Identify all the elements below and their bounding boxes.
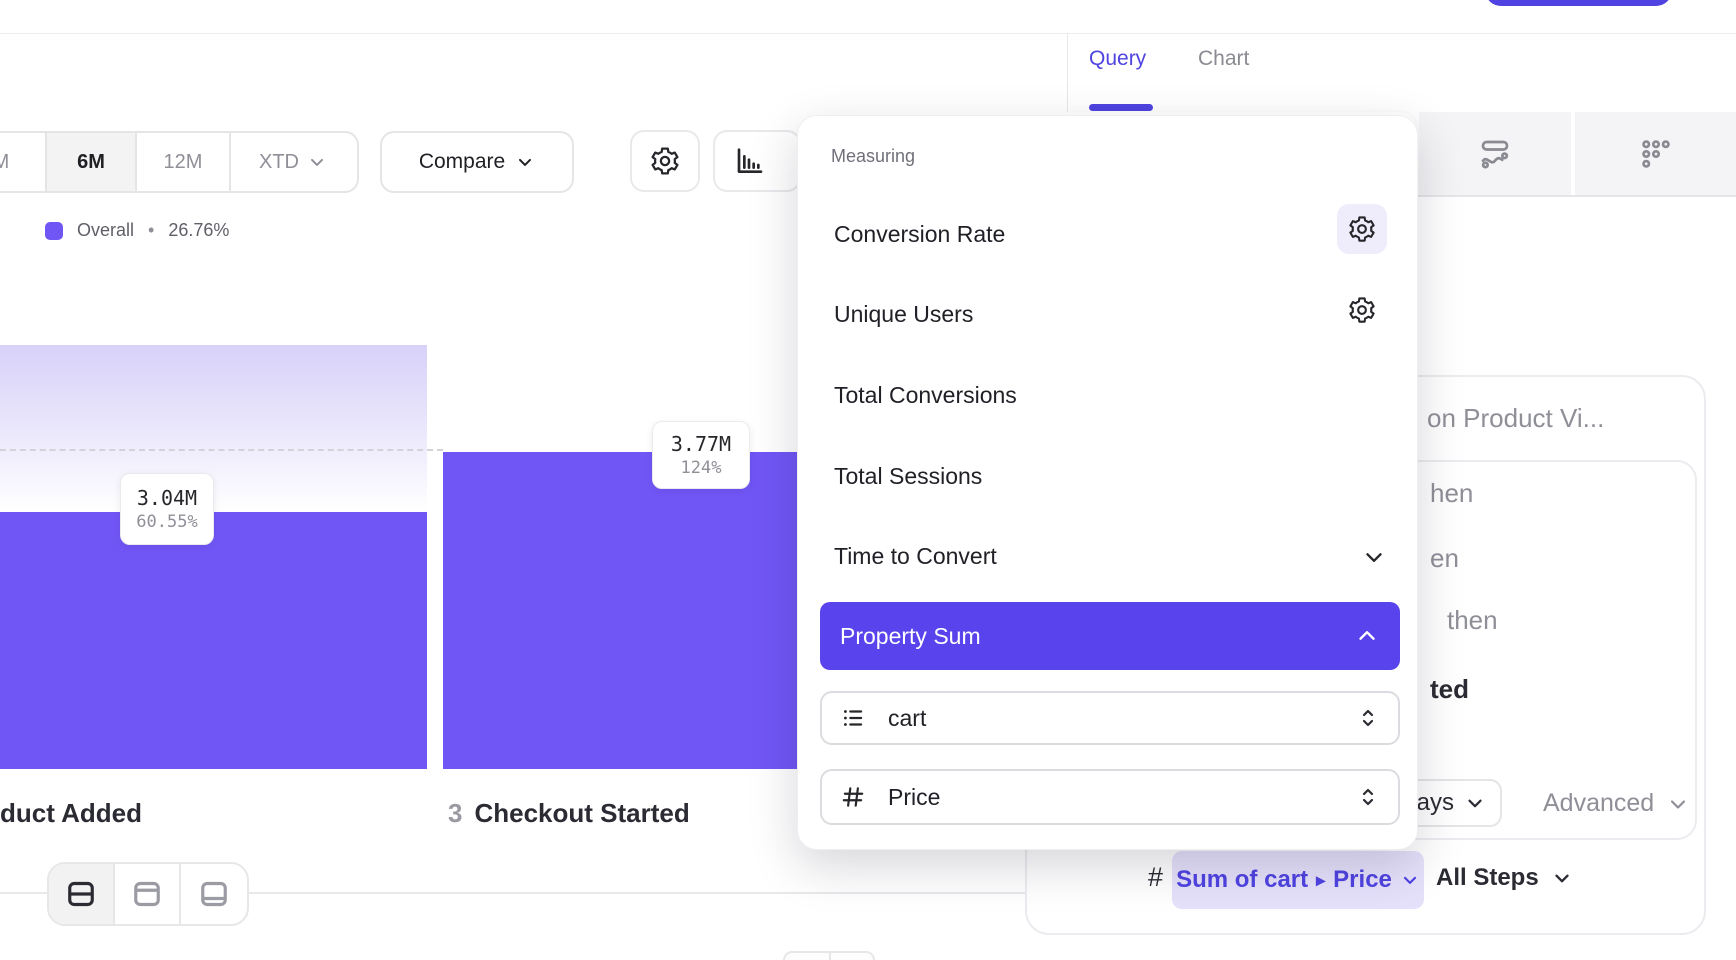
step-number: 3 xyxy=(448,798,463,828)
layout-top-bar-button[interactable] xyxy=(115,864,181,924)
property-sum-chip[interactable]: Sum of cart ▸ Price xyxy=(1172,851,1424,909)
range-xtd-button[interactable]: XTD xyxy=(231,133,355,191)
chevron-down-icon xyxy=(1400,870,1420,890)
conversion-rate-settings-button[interactable] xyxy=(1337,204,1387,254)
measuring-dropdown: Measuring Conversion Rate Unique Users T… xyxy=(797,115,1418,850)
number-icon xyxy=(840,784,866,810)
date-range-segmented-control: M 6M 12M XTD xyxy=(0,131,359,193)
bar-value-tooltip: 3.04M 60.55% xyxy=(120,473,214,545)
legend-value: 26.76% xyxy=(168,220,230,240)
flow-icon xyxy=(1477,136,1513,172)
layout-split-rows-button[interactable] xyxy=(49,864,115,924)
gear-icon xyxy=(1347,295,1377,325)
tab-chart[interactable]: Chart xyxy=(1198,47,1250,70)
unique-users-settings-button[interactable] xyxy=(1344,292,1380,328)
bar-value: 3.04M xyxy=(136,486,198,510)
all-steps-button[interactable]: All Steps xyxy=(1436,864,1573,892)
chevron-up-icon xyxy=(1354,623,1380,649)
compare-button[interactable]: Compare xyxy=(380,131,574,193)
range-1m-button[interactable]: M xyxy=(0,133,47,191)
unfold-icon xyxy=(1356,785,1380,809)
property-picker[interactable]: Price xyxy=(820,769,1400,825)
unfold-icon xyxy=(1356,706,1380,730)
funnel-bar-product-added[interactable] xyxy=(0,512,427,769)
measurement-type-symbol: # xyxy=(1148,862,1164,892)
reference-dashed-line xyxy=(0,449,443,451)
bar-conversion: 124% xyxy=(680,458,722,478)
step-row-fragment: en xyxy=(1430,543,1459,573)
legend-separator: • xyxy=(148,220,155,240)
gear-icon xyxy=(649,145,681,177)
chart-settings-button[interactable] xyxy=(630,130,700,192)
bar-value-tooltip: 3.77M 124% xyxy=(652,421,750,489)
step-row-fragment: then xyxy=(1447,605,1498,635)
tab-query[interactable]: Query xyxy=(1089,47,1147,70)
bar-chart-icon xyxy=(733,145,765,177)
range-6m-button[interactable]: 6M xyxy=(47,133,137,191)
legend-swatch xyxy=(45,221,63,240)
list-icon xyxy=(840,705,866,731)
conversion-window-button[interactable]: lays xyxy=(1402,779,1502,827)
active-tab-underline xyxy=(1089,104,1153,111)
panel-divider xyxy=(1067,33,1068,112)
dropdown-title: Measuring xyxy=(831,146,916,166)
legend-label: Overall xyxy=(77,220,135,240)
next-chart-toggle-fragment xyxy=(783,951,875,960)
range-12m-button[interactable]: 12M xyxy=(137,133,231,191)
step-label-checkout-started: 3 Checkout Started xyxy=(448,798,690,828)
query-card-title-fragment: on Product Vi... xyxy=(1427,403,1605,433)
chart-footer-divider xyxy=(0,892,1067,894)
menu-item-unique-users[interactable]: Unique Users xyxy=(834,300,974,327)
bar-conversion: 60.55% xyxy=(136,512,198,532)
menu-item-conversion-rate[interactable]: Conversion Rate xyxy=(834,220,1006,247)
topbar-divider xyxy=(0,33,1736,34)
menu-item-total-sessions[interactable]: Total Sessions xyxy=(834,462,983,489)
menu-item-property-sum-selected[interactable]: Property Sum xyxy=(820,602,1400,670)
breadcrumb-arrow-icon: ▸ xyxy=(1316,869,1326,890)
chevron-down-icon xyxy=(1361,544,1387,570)
legend: Overall • 26.76% xyxy=(45,220,229,241)
event-picker[interactable]: cart xyxy=(820,691,1400,745)
step-row-fragment: ted xyxy=(1430,674,1469,704)
layout-toggle-group xyxy=(47,862,249,926)
menu-item-time-to-convert[interactable]: Time to Convert xyxy=(834,542,997,569)
top-band-layout-icon xyxy=(129,876,165,912)
chart-type-button[interactable] xyxy=(713,130,801,192)
chevron-down-icon xyxy=(1551,867,1573,889)
property-picker-value: Price xyxy=(888,783,941,810)
dots-grid-icon xyxy=(1638,136,1674,172)
segments-tile[interactable] xyxy=(1575,112,1736,195)
layout-bottom-bar-button[interactable] xyxy=(181,864,247,924)
bar-value: 3.77M xyxy=(670,432,732,456)
menu-item-total-conversions[interactable]: Total Conversions xyxy=(834,381,1017,408)
advanced-button[interactable]: Advanced xyxy=(1543,789,1690,818)
bottom-band-layout-icon xyxy=(196,876,232,912)
step-row-fragment: hen xyxy=(1430,478,1474,508)
gear-icon xyxy=(1347,214,1377,244)
rows-layout-icon xyxy=(63,876,99,912)
chevron-down-icon xyxy=(307,152,327,172)
chevron-down-icon xyxy=(1666,792,1690,816)
chevron-down-icon xyxy=(515,152,535,172)
primary-action-button[interactable] xyxy=(1485,0,1672,6)
chevron-down-icon xyxy=(1464,792,1486,814)
step-label-product-added: duct Added xyxy=(0,798,143,828)
flow-tile[interactable] xyxy=(1419,112,1571,195)
event-picker-value: cart xyxy=(888,704,927,731)
